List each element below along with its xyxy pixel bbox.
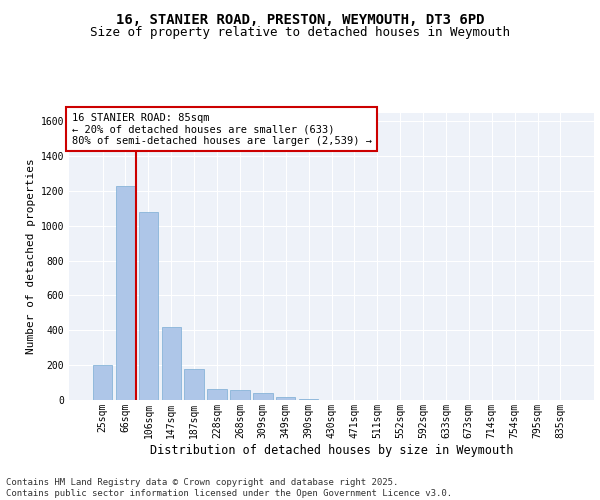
Bar: [116, 186, 135, 400]
Bar: [184, 368, 204, 400]
Text: 16, STANIER ROAD, PRESTON, WEYMOUTH, DT3 6PD: 16, STANIER ROAD, PRESTON, WEYMOUTH, DT3…: [116, 12, 484, 26]
Bar: [93, 365, 112, 400]
Text: Contains HM Land Registry data © Crown copyright and database right 2025.
Contai: Contains HM Land Registry data © Crown c…: [6, 478, 452, 498]
Y-axis label: Number of detached properties: Number of detached properties: [26, 158, 37, 354]
Bar: [139, 212, 158, 400]
Bar: [276, 398, 295, 400]
Bar: [161, 327, 181, 400]
Bar: [208, 388, 227, 400]
Text: 16 STANIER ROAD: 85sqm
← 20% of detached houses are smaller (633)
80% of semi-de: 16 STANIER ROAD: 85sqm ← 20% of detached…: [71, 112, 371, 146]
Bar: [253, 393, 272, 400]
Text: Size of property relative to detached houses in Weymouth: Size of property relative to detached ho…: [90, 26, 510, 39]
Bar: [230, 390, 250, 400]
Bar: [299, 399, 319, 400]
X-axis label: Distribution of detached houses by size in Weymouth: Distribution of detached houses by size …: [150, 444, 513, 456]
